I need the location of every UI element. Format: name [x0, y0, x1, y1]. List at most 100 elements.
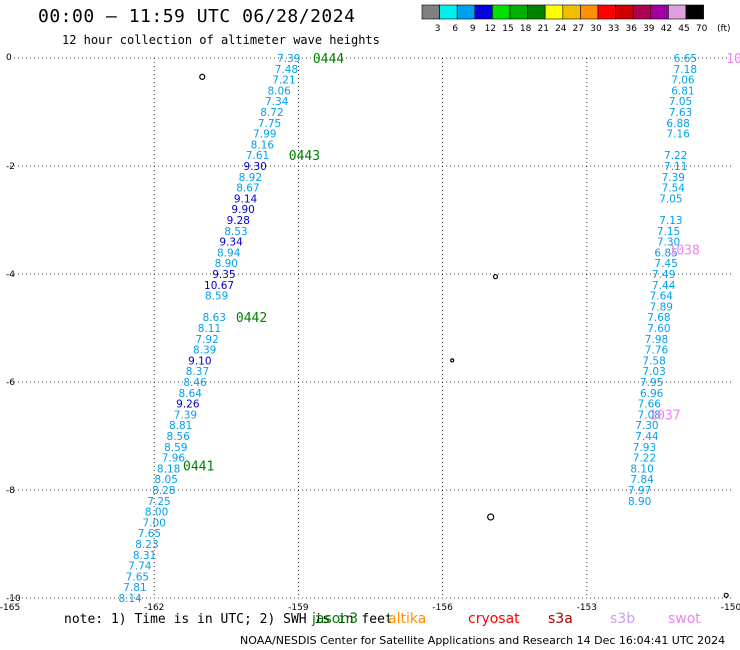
wave-height-value: 8.05 [155, 474, 178, 486]
wave-height-value: 7.68 [647, 312, 670, 324]
island-outline [723, 592, 729, 598]
wave-height-value: 9.28 [227, 215, 250, 227]
colorbar-legend: 3 6 9 12 15 18 21 24 27 30 33 36 39 42 45 70 (ft) [421, 4, 731, 34]
colorbar-tick-label: 70 [696, 24, 708, 34]
island-outline [450, 358, 455, 363]
wave-height-value: 8.14 [118, 593, 142, 605]
wave-height-value: 8.67 [236, 183, 259, 195]
wave-height-value: 8.46 [183, 377, 207, 389]
y-tick-label: -8 [6, 486, 15, 496]
wave-height-value: 7.18 [674, 64, 697, 76]
wave-height-value: 9.30 [243, 161, 266, 173]
map-title: 00:00 – 11:59 UTC 06/28/2024 [38, 6, 356, 27]
wave-height-value: 7.05 [669, 96, 692, 108]
wave-height-value: 8.00 [145, 507, 168, 519]
wave-height-value: 8.90 [628, 496, 651, 508]
wave-height-value: 8.59 [164, 442, 187, 454]
wave-height-value: 8.06 [267, 85, 291, 97]
wave-height-value: 7.60 [647, 323, 670, 335]
wave-height-value: 8.64 [179, 388, 203, 400]
wave-height-value: 8.81 [169, 420, 192, 432]
x-tick-label: -153 [577, 603, 597, 613]
wave-height-value: 7.97 [628, 485, 651, 497]
wave-height-value: 8.94 [217, 247, 241, 259]
y-tick-label: 0 [6, 53, 12, 63]
wave-height-value: 7.99 [253, 129, 276, 141]
island-outline [487, 513, 495, 521]
wave-height-value: 7.30 [657, 237, 680, 249]
wave-height-value: 7.34 [265, 96, 289, 108]
wave-height-value: 8.92 [239, 172, 262, 184]
mission-legend-item: swot [668, 611, 701, 627]
colorbar-tick-label: 9 [470, 24, 476, 34]
wave-height-value: 9.90 [231, 204, 254, 216]
colorbar-tick-label: 42 [661, 24, 672, 34]
track-time-label: 0443 [289, 149, 320, 164]
wave-height-value: 9.35 [212, 269, 235, 281]
x-tick-label: -159 [288, 603, 309, 613]
wave-height-value: 7.98 [645, 334, 668, 346]
wave-height-value: 8.39 [193, 345, 216, 357]
colorbar-tick-label: 6 [452, 24, 458, 34]
wave-height-value: 7.75 [258, 118, 281, 130]
wave-height-value: 7.15 [657, 226, 680, 238]
wave-height-value: 7.22 [664, 150, 687, 162]
wave-height-value: 9.26 [176, 399, 200, 411]
track-time-label: 1039 [726, 52, 740, 67]
track-time-label: 0444 [313, 52, 344, 67]
wave-height-value: 7.61 [246, 150, 269, 162]
wave-height-value: 7.39 [662, 172, 685, 184]
mission-legend-item: jason3 [312, 611, 359, 627]
footer-credit: NOAA/NESDIS Center for Satellite Applica… [240, 634, 726, 647]
mission-legend-item: s3b [610, 611, 636, 627]
wave-height-value: 7.93 [633, 442, 656, 454]
track-time-label: 0441 [183, 460, 214, 475]
wave-height-value: 7.58 [642, 355, 665, 367]
wave-height-value: 10.67 [204, 280, 234, 292]
wave-height-value: 7.54 [662, 183, 686, 195]
wave-height-value: 9.34 [219, 237, 243, 249]
colorbar-tick-label: 36 [625, 24, 637, 34]
wave-height-value: 7.16 [666, 129, 690, 141]
wave-height-value: 7.92 [195, 334, 218, 346]
track-time-label: 0442 [236, 311, 267, 326]
colorbar-tick-label: 15 [502, 24, 513, 34]
wave-height-value: 8.90 [215, 258, 238, 270]
colorbar-tick-label: 39 [643, 24, 655, 34]
island-outline [199, 73, 206, 81]
wave-height-value: 7.81 [123, 582, 146, 594]
wave-height-value: 9.10 [188, 355, 211, 367]
wave-height-value: 8.72 [260, 107, 283, 119]
wave-height-value: 8.63 [203, 312, 226, 324]
wave-height-value: 7.48 [275, 64, 298, 76]
wave-height-value: 7.96 [162, 453, 186, 465]
wave-height-value: 7.30 [635, 420, 658, 432]
wave-height-value: 7.21 [272, 75, 295, 87]
wave-height-value: 7.49 [652, 269, 675, 281]
track-time-label: 1037 [649, 408, 680, 423]
colorbar-tick-label: 3 [435, 24, 441, 34]
wave-height-value: 7.22 [633, 453, 656, 465]
wave-height-value: 6.96 [640, 388, 664, 400]
y-tick-label: -6 [6, 378, 15, 388]
x-tick-label: -165 [0, 603, 20, 613]
wave-height-value: 6.85 [654, 247, 677, 259]
mission-legend: jason3 altika cryosat s3a s3b swot [0, 611, 740, 633]
note-text: note: 1) Time is in UTC; 2) SWH is in fe… [64, 612, 393, 627]
wave-height-value: 8.37 [186, 366, 209, 378]
wave-height-value: 8.56 [167, 431, 191, 443]
wave-height-value: 8.18 [157, 463, 180, 475]
wave-height-value: 7.95 [640, 377, 663, 389]
island-outline [492, 274, 499, 280]
colorbar-tick-label: 12 [485, 24, 496, 34]
wave-height-value: 8.53 [224, 226, 247, 238]
wave-height-value: 6.81 [671, 85, 694, 97]
track-time-label: 1038 [669, 244, 700, 259]
wave-height-value: 7.39 [174, 409, 197, 421]
wave-height-value: 8.59 [205, 291, 228, 303]
x-tick-label: -150 [721, 603, 740, 613]
wave-height-value: 7.08 [638, 409, 661, 421]
wave-height-value: 8.23 [135, 539, 158, 551]
wave-height-value: 7.25 [147, 496, 170, 508]
wave-height-value: 7.63 [669, 107, 692, 119]
